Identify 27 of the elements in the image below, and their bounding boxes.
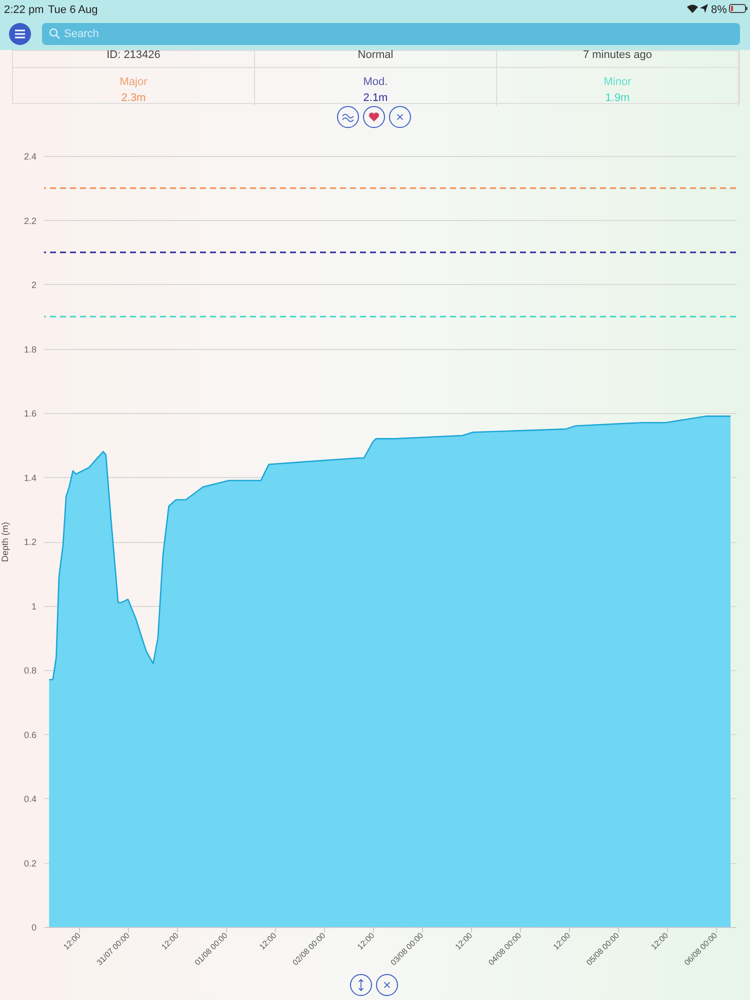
y-tick-label: 1.4 xyxy=(24,472,36,483)
y-tick-label: 2 xyxy=(31,280,36,290)
y-axis-title: Depth (m) xyxy=(0,522,10,562)
text: 2.1m xyxy=(362,91,389,106)
text: 1.9m xyxy=(604,91,631,106)
y-tick-label: 2.4 xyxy=(24,152,36,162)
y-tick-label: 1.8 xyxy=(24,344,36,354)
y-tick-label: 0.4 xyxy=(24,794,36,804)
ref-line-label: Minor xyxy=(602,75,632,90)
text: Normal xyxy=(255,49,497,68)
text: 8% xyxy=(711,4,727,16)
ref-line-label: Major xyxy=(118,75,148,90)
ref-line-label: Mod. xyxy=(362,75,389,90)
y-tick-label: 2.2 xyxy=(24,216,36,226)
y-tick-label: 1 xyxy=(31,601,36,612)
text: 2:22 pm xyxy=(4,4,44,16)
y-tick-label: 0 xyxy=(31,922,36,932)
text: ID: 213426 xyxy=(13,49,255,68)
y-tick-label: 0.6 xyxy=(24,730,36,740)
y-tick-label: 1.6 xyxy=(24,408,36,418)
text: Search xyxy=(42,23,740,45)
text: Tue 6 Aug xyxy=(48,4,98,16)
text: 2.3m xyxy=(120,91,147,106)
text: 7 minutes ago xyxy=(497,49,739,68)
y-tick-label: 0.2 xyxy=(24,858,36,868)
y-tick-label: 0.8 xyxy=(24,666,36,676)
y-tick-label: 1.2 xyxy=(24,537,36,547)
